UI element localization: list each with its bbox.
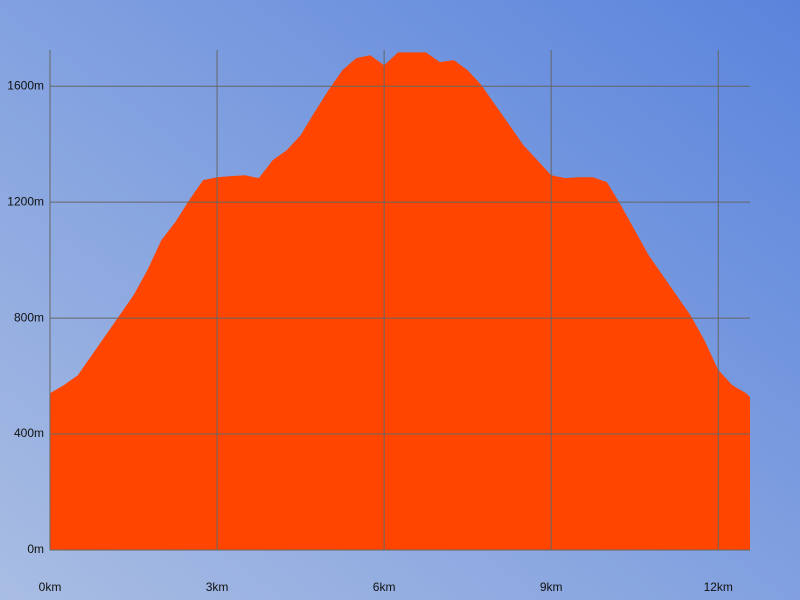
y-tick-label: 400m <box>14 426 44 440</box>
y-tick-label: 0m <box>27 542 44 556</box>
x-tick-label: 0km <box>39 580 62 594</box>
x-tick-label: 12km <box>704 580 733 594</box>
x-tick-label: 6km <box>373 580 396 594</box>
y-tick-label: 800m <box>14 310 44 324</box>
elevation-area <box>50 52 750 550</box>
x-tick-label: 9km <box>540 580 563 594</box>
y-tick-label: 1600m <box>7 78 44 92</box>
x-tick-label: 3km <box>206 580 229 594</box>
y-tick-label: 1200m <box>7 194 44 208</box>
